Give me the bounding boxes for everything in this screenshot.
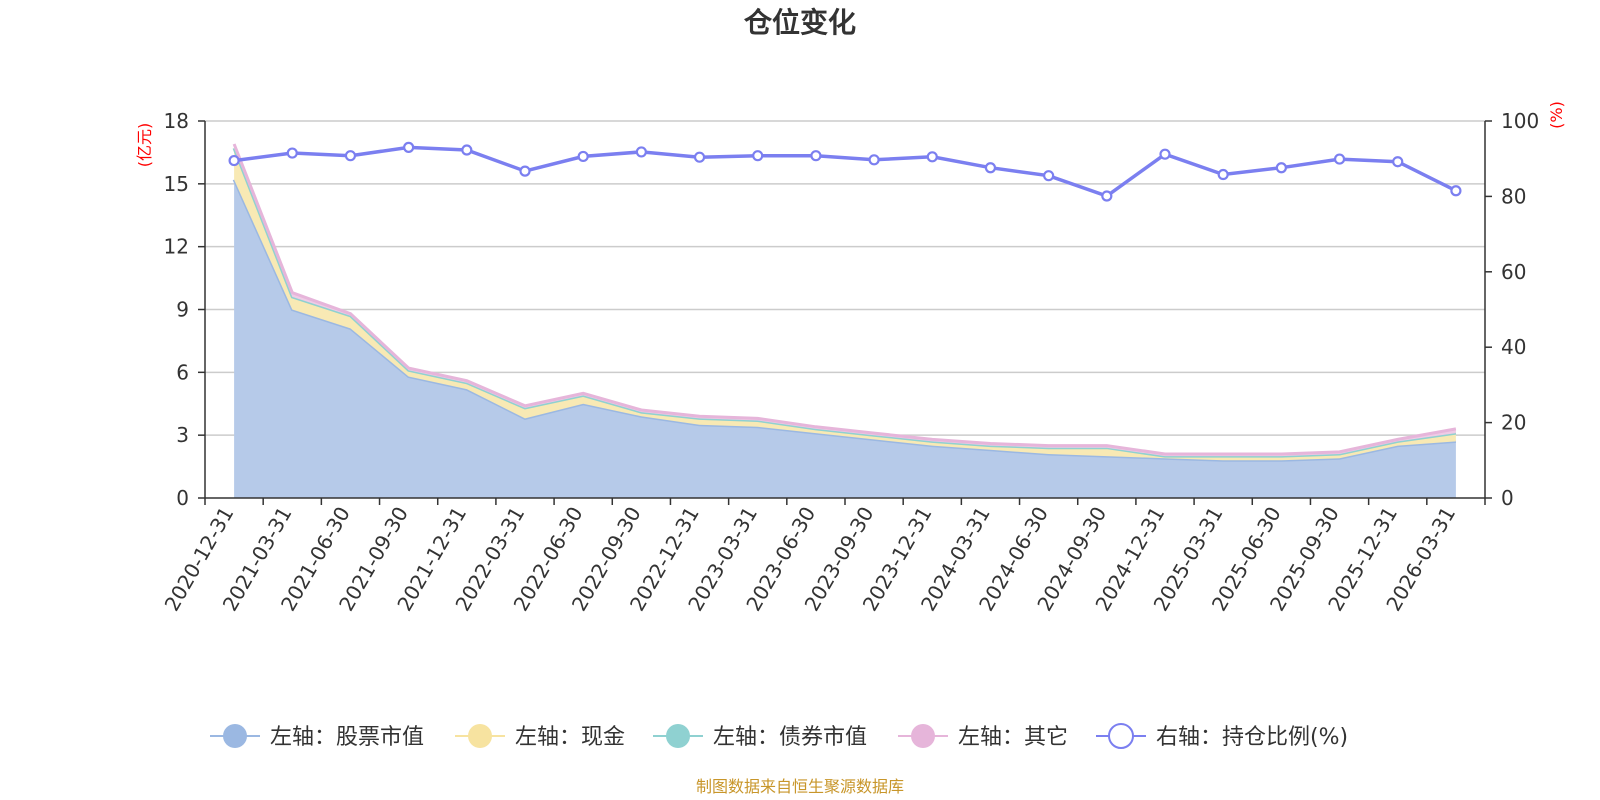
ratio-point-2021-06-30[interactable] <box>344 150 357 162</box>
legend-label: 左轴：现金 <box>515 725 625 750</box>
ratio-point-2023-12-31[interactable] <box>926 151 938 163</box>
right-axis-tick-label: 40 <box>1501 335 1526 359</box>
legend-item[interactable]: 左轴：股票市值 <box>210 724 424 750</box>
left-axis-unit: (亿元) <box>135 123 154 168</box>
ratio-point-2024-06-30[interactable] <box>1043 170 1055 182</box>
left-axis-tick-label: 15 <box>164 172 189 196</box>
legend-item[interactable]: 左轴：现金 <box>455 724 625 750</box>
ratio-point-2023-03-31[interactable] <box>752 150 764 162</box>
legend-label: 左轴：债券市值 <box>713 725 867 750</box>
legend-marker <box>468 724 492 748</box>
right-axis-tick-label: 100 <box>1501 109 1539 133</box>
ratio-point-2022-09-30[interactable] <box>635 146 647 158</box>
ratio-point-2022-03-31[interactable] <box>519 165 531 177</box>
ratio-line <box>228 141 1462 202</box>
legend-label: 左轴：股票市值 <box>270 725 424 750</box>
legend-marker <box>666 724 690 748</box>
ratio-line-path <box>233 145 1457 198</box>
ratio-point-2023-06-30[interactable] <box>810 150 822 162</box>
ratio-point-2022-12-31[interactable] <box>693 151 706 163</box>
legend-marker <box>1108 723 1134 749</box>
legend-item[interactable]: 右轴：持仓比例(%) <box>1096 723 1348 750</box>
ratio-point-2025-12-31[interactable] <box>1392 156 1404 168</box>
ratio-point-2026-03-31[interactable] <box>1450 185 1462 197</box>
right-axis-unit: (%) <box>1547 101 1566 129</box>
left-axis-tick-label: 3 <box>176 423 189 447</box>
legend-marker <box>223 724 247 748</box>
ratio-point-2024-09-30[interactable] <box>1101 190 1113 202</box>
ratio-point-2024-12-31[interactable] <box>1159 148 1171 160</box>
legend-item[interactable]: 左轴：债券市值 <box>653 724 867 750</box>
left-axis-tick-label: 0 <box>176 486 189 510</box>
ratio-point-2024-03-31[interactable] <box>984 162 997 174</box>
legend-item[interactable]: 左轴：其它 <box>898 724 1068 750</box>
left-axis-tick-label: 12 <box>164 235 189 259</box>
legend-marker <box>911 724 935 748</box>
ratio-point-2021-03-31[interactable] <box>286 147 298 159</box>
right-axis-tick-label: 80 <box>1501 184 1526 208</box>
legend-label: 左轴：其它 <box>958 725 1068 750</box>
stacked-areas <box>232 143 1457 498</box>
chart-title: 仓位变化 <box>744 6 856 39</box>
data-source-note: 制图数据来自恒生聚源数据库 <box>696 777 904 796</box>
left-axis-tick-label: 6 <box>176 360 189 384</box>
right-axis-tick-label: 60 <box>1501 260 1526 284</box>
ratio-point-2021-12-31[interactable] <box>461 144 473 156</box>
ratio-point-2023-09-30[interactable] <box>868 154 880 166</box>
ratio-point-2020-12-31[interactable] <box>228 154 240 167</box>
right-axis-tick-label: 0 <box>1501 486 1514 510</box>
area-左轴：股票市值 <box>234 179 1456 498</box>
right-axis-tick-label: 20 <box>1501 411 1526 435</box>
legend-label: 右轴：持仓比例(%) <box>1156 725 1348 750</box>
left-axis-tick-label: 18 <box>164 109 189 133</box>
ratio-point-2022-06-30[interactable] <box>577 150 589 163</box>
ratio-point-2025-06-30[interactable] <box>1275 162 1287 174</box>
left-axis-tick-label: 9 <box>176 298 189 322</box>
area-edge-左轴：其它 <box>232 143 1457 456</box>
ratio-point-2025-09-30[interactable] <box>1333 153 1346 165</box>
ratio-point-2021-09-30[interactable] <box>403 141 415 153</box>
ratio-point-2025-03-31[interactable] <box>1217 168 1229 181</box>
legend: 左轴：股票市值 左轴：现金 左轴：债券市值 左轴：其它 右轴：持仓比例(%) <box>210 723 1348 750</box>
